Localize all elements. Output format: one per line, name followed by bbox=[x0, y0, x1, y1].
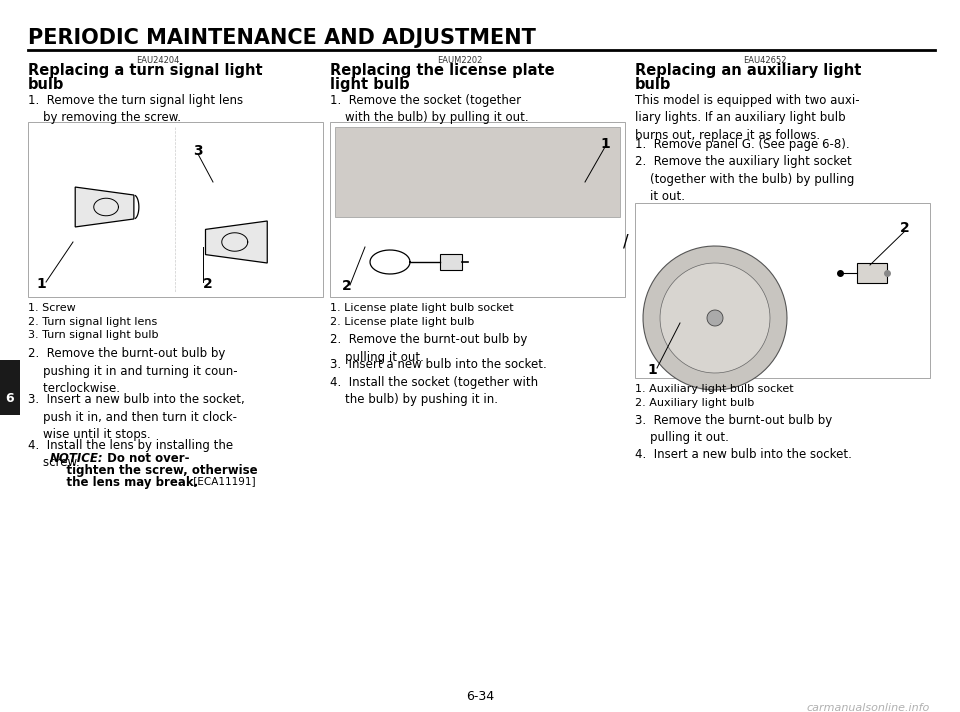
Polygon shape bbox=[205, 221, 267, 263]
Text: bulb: bulb bbox=[28, 77, 64, 92]
Text: the lens may break.: the lens may break. bbox=[50, 476, 199, 489]
Text: tighten the screw, otherwise: tighten the screw, otherwise bbox=[50, 464, 257, 477]
Text: 4.  Install the socket (together with
    the bulb) by pushing it in.: 4. Install the socket (together with the… bbox=[330, 376, 539, 407]
Text: 4.  Insert a new bulb into the socket.: 4. Insert a new bulb into the socket. bbox=[635, 448, 852, 461]
Text: 4.  Install the lens by installing the
    screw.: 4. Install the lens by installing the sc… bbox=[28, 439, 233, 469]
Bar bbox=[28, 122, 323, 297]
Text: 1. Auxiliary light bulb socket
2. Auxiliary light bulb: 1. Auxiliary light bulb socket 2. Auxili… bbox=[635, 384, 794, 407]
Text: 1. Screw
2. Turn signal light lens
3. Turn signal light bulb: 1. Screw 2. Turn signal light lens 3. Tu… bbox=[28, 303, 158, 340]
Polygon shape bbox=[707, 310, 723, 326]
Text: [ECA11191]: [ECA11191] bbox=[190, 476, 255, 486]
Text: EAUM2202: EAUM2202 bbox=[438, 56, 483, 65]
Text: 3.  Insert a new bulb into the socket.: 3. Insert a new bulb into the socket. bbox=[330, 358, 547, 371]
Text: NOTICE:: NOTICE: bbox=[50, 452, 104, 465]
Text: 3: 3 bbox=[193, 144, 203, 158]
Text: Replacing the license plate: Replacing the license plate bbox=[330, 63, 555, 78]
Text: 1: 1 bbox=[647, 363, 657, 377]
Text: 2.  Remove the burnt-out bulb by
    pulling it out.: 2. Remove the burnt-out bulb by pulling … bbox=[330, 333, 527, 364]
Text: 1: 1 bbox=[36, 277, 46, 291]
Text: 6: 6 bbox=[6, 392, 14, 405]
Bar bbox=[440, 254, 462, 270]
Text: 2: 2 bbox=[203, 277, 213, 291]
Text: 1.  Remove panel G. (See page 6-8).: 1. Remove panel G. (See page 6-8). bbox=[635, 138, 850, 151]
Text: 6-34: 6-34 bbox=[466, 690, 494, 703]
Bar bbox=[0, 360, 20, 415]
Text: PERIODIC MAINTENANCE AND ADJUSTMENT: PERIODIC MAINTENANCE AND ADJUSTMENT bbox=[28, 28, 536, 48]
Text: 2.  Remove the burnt-out bulb by
    pushing it in and turning it coun-
    terc: 2. Remove the burnt-out bulb by pushing … bbox=[28, 347, 238, 395]
Text: light bulb: light bulb bbox=[330, 77, 410, 92]
Bar bbox=[330, 122, 625, 297]
Text: EAU24204: EAU24204 bbox=[136, 56, 180, 65]
Polygon shape bbox=[643, 246, 787, 390]
Bar bbox=[635, 203, 930, 378]
Text: 1. License plate light bulb socket
2. License plate light bulb: 1. License plate light bulb socket 2. Li… bbox=[330, 303, 514, 327]
Polygon shape bbox=[75, 187, 133, 227]
Text: This model is equipped with two auxi-
liary lights. If an auxiliary light bulb
b: This model is equipped with two auxi- li… bbox=[635, 94, 859, 142]
Text: Do not over-: Do not over- bbox=[103, 452, 189, 465]
Text: 3.  Insert a new bulb into the socket,
    push it in, and then turn it clock-
 : 3. Insert a new bulb into the socket, pu… bbox=[28, 393, 245, 441]
Text: /: / bbox=[623, 233, 629, 251]
Text: 3.  Remove the burnt-out bulb by
    pulling it out.: 3. Remove the burnt-out bulb by pulling … bbox=[635, 414, 832, 444]
Text: 1: 1 bbox=[600, 137, 610, 151]
Bar bbox=[335, 127, 620, 217]
Text: 2: 2 bbox=[900, 221, 910, 235]
Text: Replacing an auxiliary light: Replacing an auxiliary light bbox=[635, 63, 861, 78]
Bar bbox=[857, 263, 887, 283]
Text: 1.  Remove the turn signal light lens
    by removing the screw.: 1. Remove the turn signal light lens by … bbox=[28, 94, 243, 125]
Text: carmanualsonline.info: carmanualsonline.info bbox=[806, 703, 930, 712]
Text: 2: 2 bbox=[342, 279, 351, 293]
Text: 1.  Remove the socket (together
    with the bulb) by pulling it out.: 1. Remove the socket (together with the … bbox=[330, 94, 529, 125]
Text: bulb: bulb bbox=[635, 77, 671, 92]
Text: Replacing a turn signal light: Replacing a turn signal light bbox=[28, 63, 263, 78]
Text: 2.  Remove the auxiliary light socket
    (together with the bulb) by pulling
  : 2. Remove the auxiliary light socket (to… bbox=[635, 155, 854, 203]
Text: EAU42652: EAU42652 bbox=[743, 56, 787, 65]
Polygon shape bbox=[660, 263, 770, 373]
